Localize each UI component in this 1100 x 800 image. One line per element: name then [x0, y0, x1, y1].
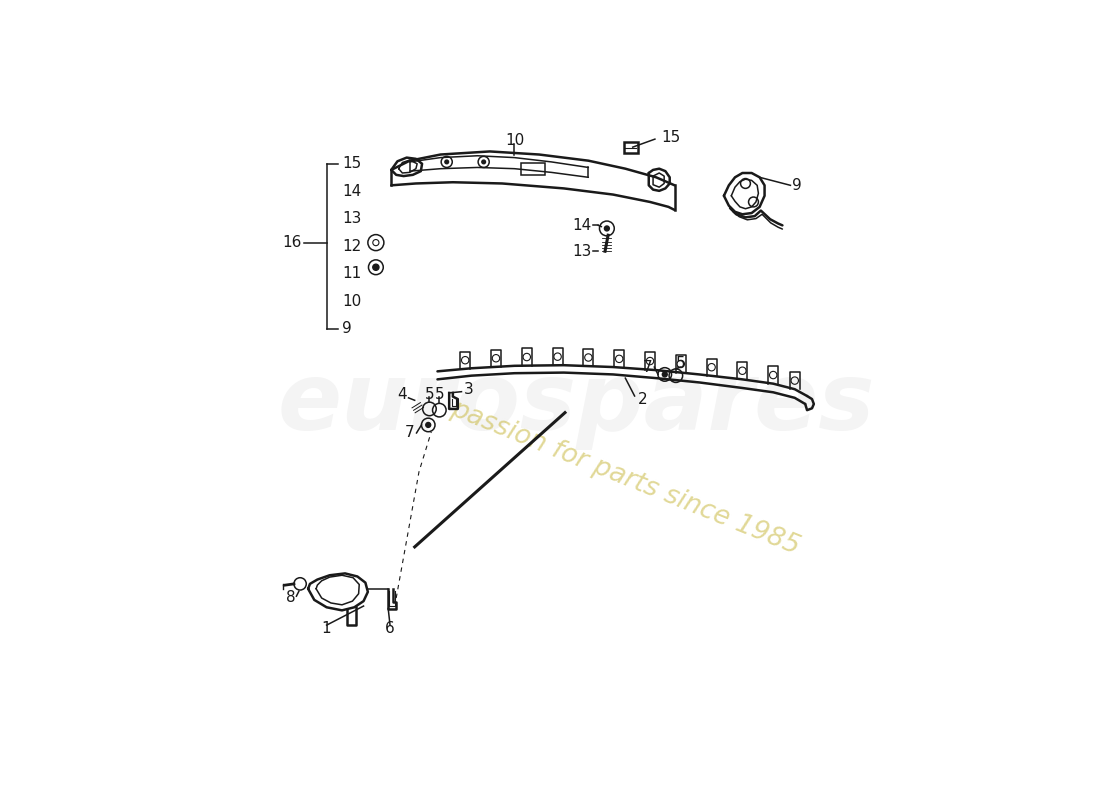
Text: 4: 4 [397, 387, 407, 402]
Text: eurospares: eurospares [277, 358, 874, 450]
Circle shape [662, 372, 668, 377]
Text: 16: 16 [283, 235, 301, 250]
Circle shape [426, 422, 431, 427]
Text: 5: 5 [425, 386, 435, 402]
Text: 9: 9 [342, 322, 352, 336]
Text: 7: 7 [642, 359, 652, 374]
Text: 5: 5 [434, 386, 444, 402]
Text: 8: 8 [286, 590, 295, 605]
Text: 2: 2 [638, 391, 647, 406]
Text: 11: 11 [342, 266, 361, 282]
Text: 5: 5 [676, 357, 685, 371]
Text: 15: 15 [661, 130, 680, 146]
Circle shape [604, 226, 609, 231]
Text: 7: 7 [405, 426, 415, 441]
Text: 10: 10 [342, 294, 361, 309]
Circle shape [373, 264, 378, 270]
Text: 13: 13 [572, 244, 592, 258]
Circle shape [444, 160, 449, 164]
Text: 10: 10 [505, 133, 524, 148]
Text: 12: 12 [342, 239, 361, 254]
Text: passion for parts since 1985: passion for parts since 1985 [448, 396, 803, 560]
Text: 14: 14 [342, 184, 361, 198]
Text: 15: 15 [342, 156, 361, 171]
Text: 14: 14 [572, 218, 592, 233]
Bar [520, 163, 546, 175]
Circle shape [482, 160, 485, 164]
Text: 6: 6 [385, 622, 395, 636]
Text: 13: 13 [342, 211, 362, 226]
Bar [624, 142, 638, 153]
Text: 9: 9 [792, 178, 802, 193]
Text: 3: 3 [464, 382, 474, 397]
Text: 1: 1 [322, 622, 331, 636]
